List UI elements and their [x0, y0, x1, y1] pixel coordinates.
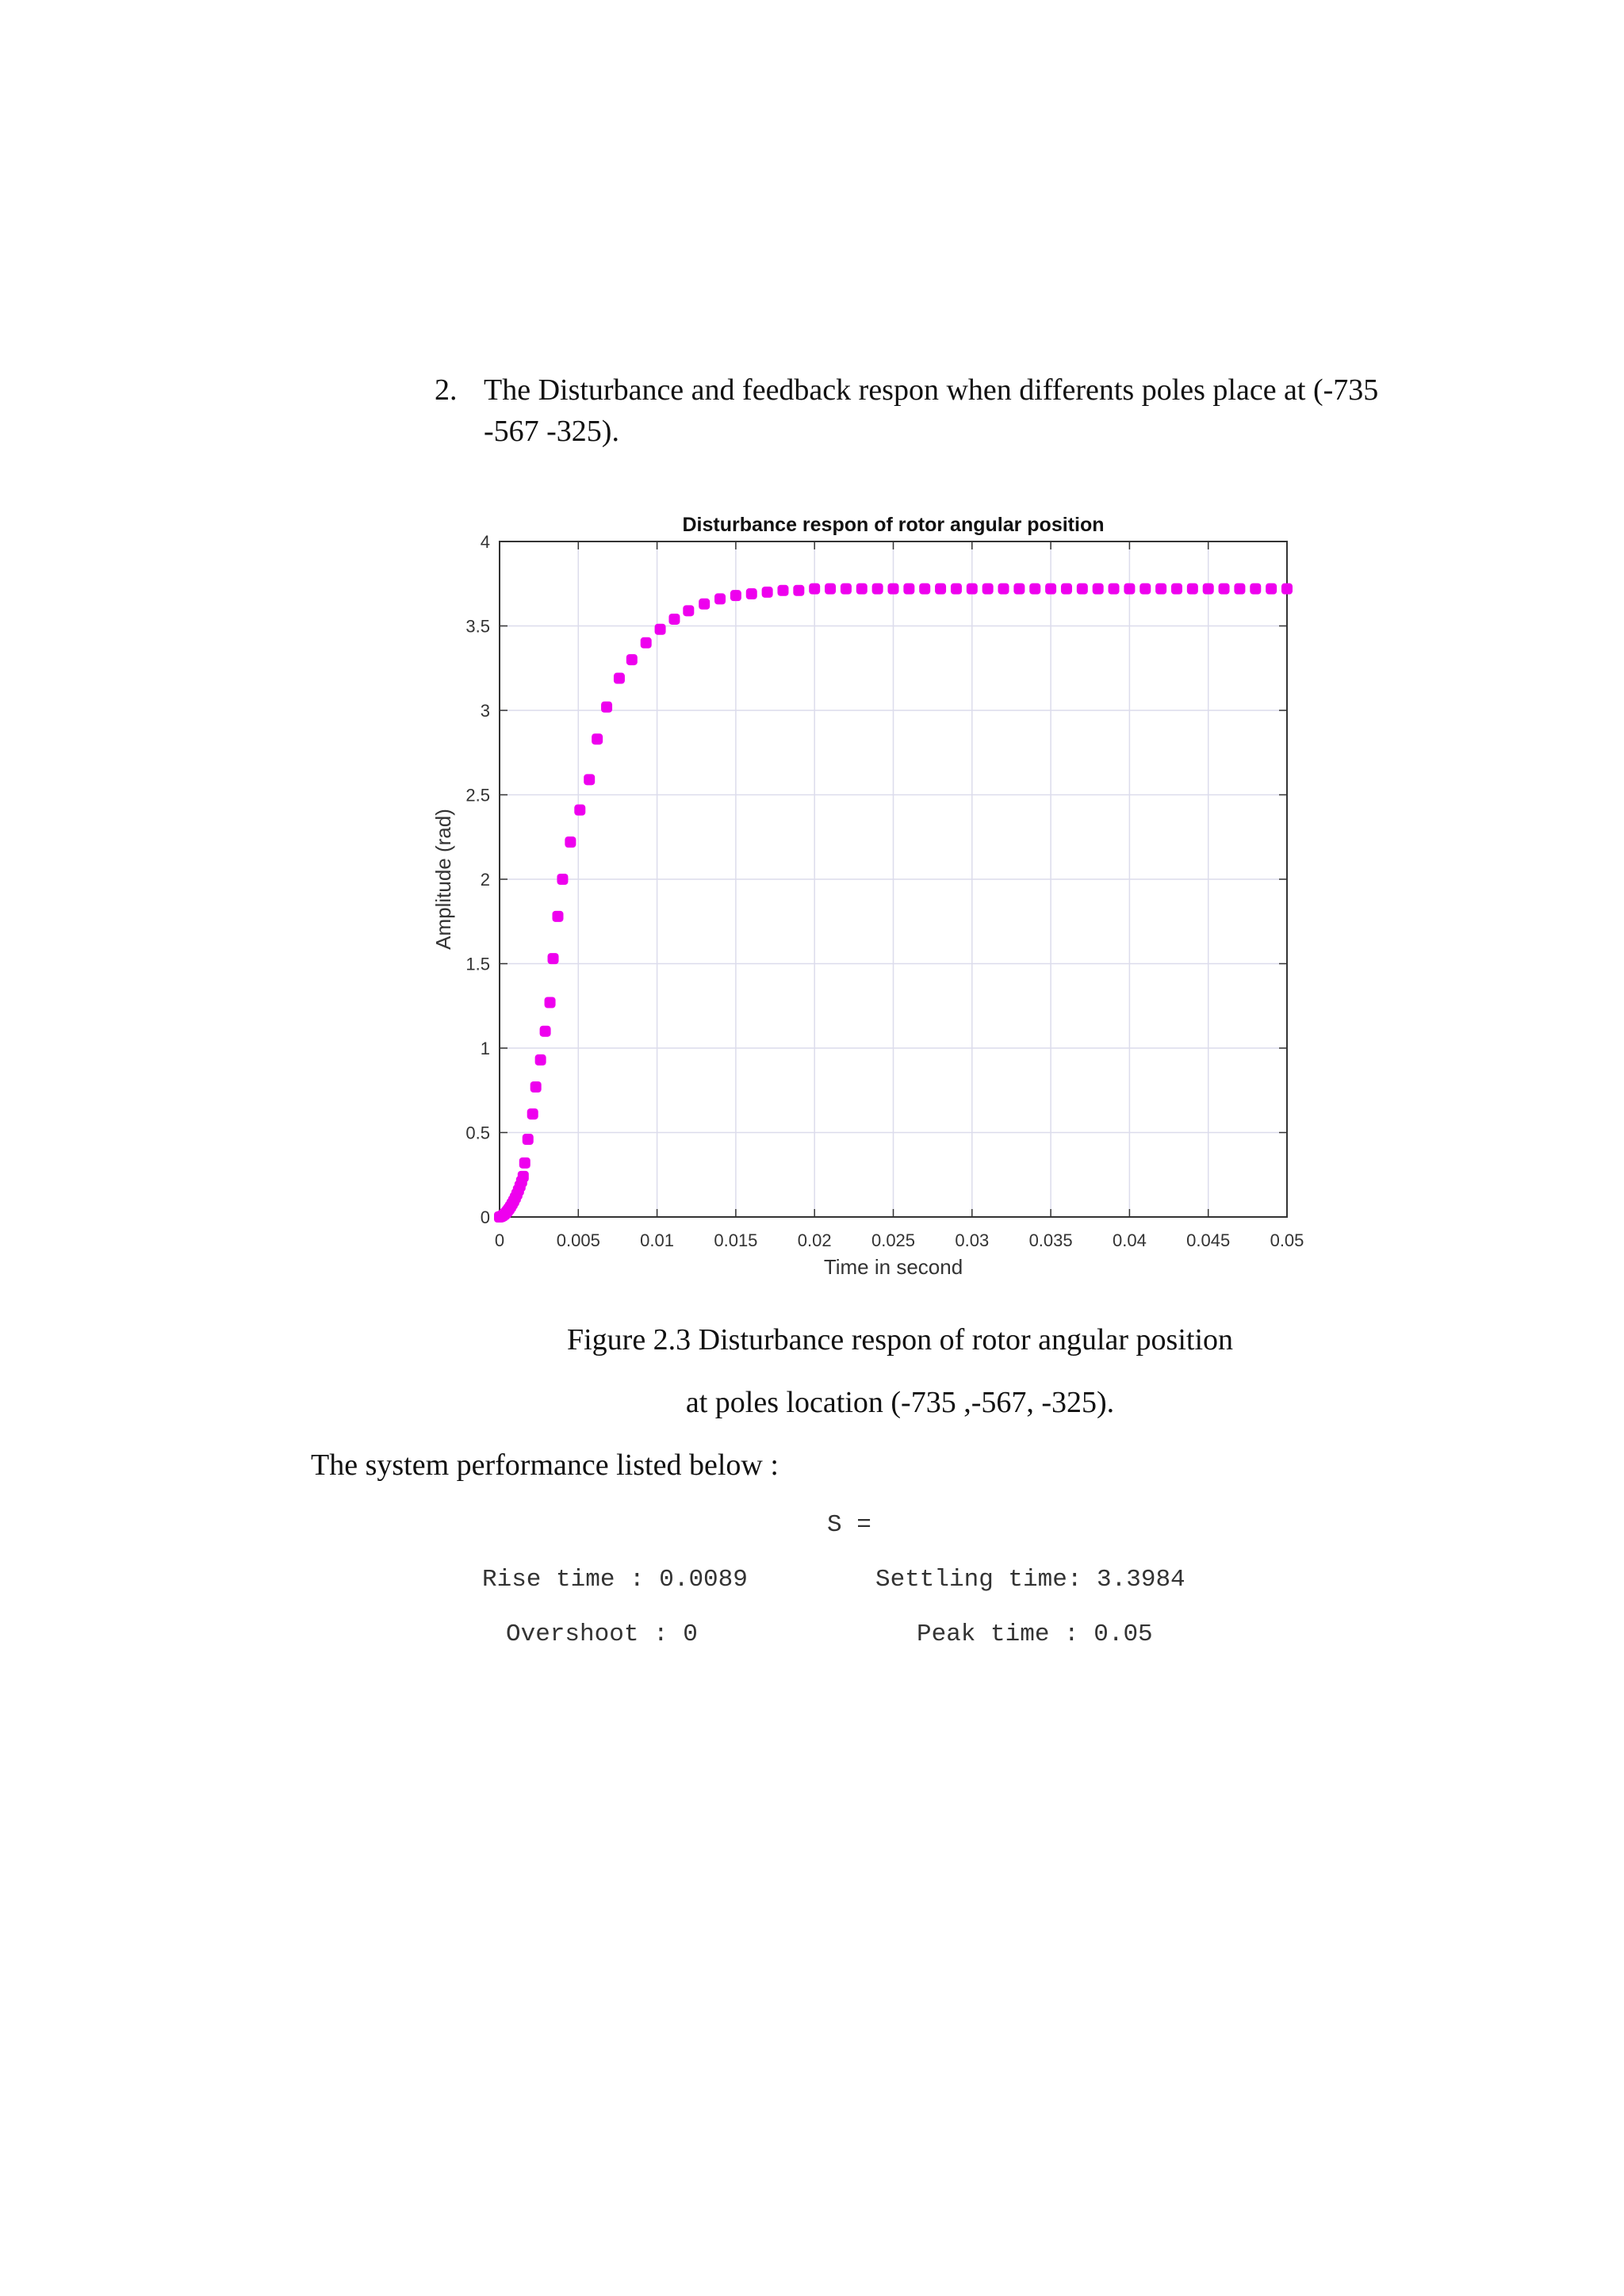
y-tick-label: 1.5: [465, 955, 490, 974]
data-point: [584, 774, 596, 786]
x-tick-label: 0.025: [871, 1230, 915, 1250]
data-point: [935, 583, 947, 595]
data-point: [840, 583, 852, 595]
s-label: S =: [827, 1511, 871, 1539]
y-tick-label: 1: [481, 1039, 490, 1058]
data-point: [539, 1025, 551, 1037]
data-point: [1155, 583, 1167, 595]
data-point: [668, 613, 680, 625]
data-point: [534, 1054, 546, 1066]
peak-time: Peak time : 0.05: [917, 1621, 1153, 1648]
data-point: [950, 583, 962, 595]
data-point: [1202, 583, 1214, 595]
data-point: [1108, 583, 1120, 595]
data-point: [856, 583, 868, 595]
data-point: [522, 1134, 534, 1146]
x-tick-label: 0.04: [1113, 1230, 1147, 1250]
plot-frame: [499, 541, 1288, 1218]
data-point: [777, 584, 789, 596]
data-point: [998, 583, 1009, 595]
data-point: [871, 583, 883, 595]
data-point: [1234, 583, 1246, 595]
x-tick-label: 0.005: [557, 1230, 600, 1250]
data-point: [519, 1157, 530, 1169]
data-point: [613, 672, 625, 684]
data-point: [557, 874, 569, 885]
section-number: 2.: [435, 373, 458, 407]
x-tick-label: 0.015: [714, 1230, 757, 1250]
data-point: [1013, 583, 1025, 595]
data-point: [1092, 583, 1104, 595]
data-point: [714, 593, 726, 605]
data-point: [919, 583, 931, 595]
data-point: [903, 583, 915, 595]
data-point: [1218, 583, 1230, 595]
x-tick-label: 0.035: [1029, 1230, 1073, 1250]
figure-caption-line1: Figure 2.3 Disturbance respon of rotor a…: [566, 1323, 1234, 1357]
x-tick-label: 0: [495, 1230, 504, 1250]
data-point: [1029, 583, 1041, 595]
data-point: [1076, 583, 1088, 595]
data-point: [1281, 583, 1293, 595]
data-point: [552, 910, 564, 922]
data-point: [1250, 583, 1262, 595]
data-point: [544, 997, 556, 1008]
data-point: [530, 1081, 542, 1093]
y-tick-label: 2.5: [465, 786, 490, 806]
y-tick-label: 0: [481, 1207, 490, 1227]
x-tick-label: 0.045: [1186, 1230, 1230, 1250]
performance-intro: The system performance listed below :: [311, 1448, 779, 1482]
data-point: [683, 605, 695, 617]
data-point: [1045, 583, 1057, 595]
y-tick-label: 0.5: [465, 1123, 490, 1143]
data-point: [1170, 583, 1182, 595]
rise-time: Rise time : 0.0089: [482, 1566, 748, 1594]
data-point: [825, 583, 837, 595]
data-point: [966, 583, 978, 595]
data-point: [601, 701, 613, 713]
data-point: [1124, 583, 1136, 595]
data-point: [592, 733, 603, 745]
disturbance-response-chart: 0 0.005 0.01 0.015 0.02 0.025 0.03 0.035 0.04 0.0…: [431, 514, 1304, 1279]
x-axis-label: Time in second: [824, 1255, 963, 1279]
data-point: [654, 623, 666, 635]
x-tick-label: 0.02: [798, 1230, 832, 1250]
figure-caption-line2: at poles location (-735 ,-567, -325).: [685, 1386, 1115, 1419]
data-point: [547, 953, 559, 965]
settling-time: Settling time: 3.3984: [875, 1566, 1185, 1594]
overshoot: Overshoot : 0: [506, 1621, 698, 1648]
y-tick-label: 3.5: [465, 617, 490, 637]
data-point: [1186, 583, 1198, 595]
y-tick-label: 4: [481, 532, 490, 552]
data-point: [1266, 583, 1277, 595]
x-tick-label: 0.03: [955, 1230, 989, 1250]
data-point: [574, 804, 586, 816]
data-point: [982, 583, 994, 595]
data-point: [809, 583, 821, 595]
x-tick-label: 0.05: [1270, 1230, 1304, 1250]
data-point: [1139, 583, 1151, 595]
data-point: [761, 586, 773, 598]
data-point: [793, 584, 805, 596]
data-point: [1060, 583, 1072, 595]
section-heading-text: The Disturbance and feedback respon when…: [484, 373, 1379, 448]
y-tick-label: 2: [481, 870, 490, 890]
data-point: [745, 588, 757, 600]
x-tick-label: 0.01: [640, 1230, 674, 1250]
data-point: [640, 637, 652, 649]
y-axis-label: Amplitude (rad): [431, 809, 455, 950]
y-tick-label: 3: [481, 701, 490, 721]
data-point: [517, 1170, 529, 1182]
chart-title: Disturbance respon of rotor angular posi…: [683, 514, 1105, 536]
data-point: [730, 590, 741, 602]
data-point: [699, 598, 710, 610]
data-point: [565, 836, 576, 848]
data-point: [626, 654, 638, 666]
data-point: [527, 1108, 538, 1120]
data-point: [887, 583, 899, 595]
